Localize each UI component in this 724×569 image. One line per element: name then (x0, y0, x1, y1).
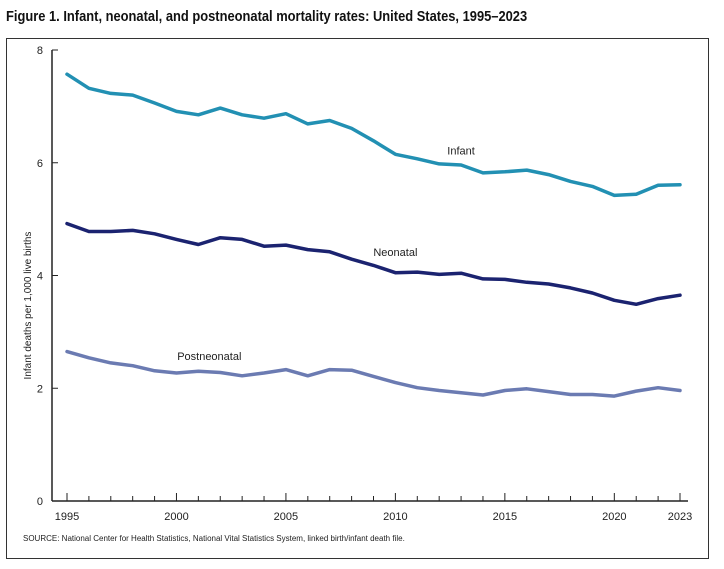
figure-frame (6, 38, 709, 559)
y-tick-label: 4 (37, 271, 43, 283)
x-tick-label: 2005 (274, 511, 298, 523)
y-tick-label: 6 (37, 158, 43, 170)
x-tick-label: 2020 (602, 511, 626, 523)
chart-title: Figure 1. Infant, neonatal, and postneon… (6, 8, 528, 25)
series-label-neonatal: Neonatal (373, 247, 417, 259)
x-tick-label: 2000 (164, 511, 188, 523)
y-tick-label: 2 (37, 383, 43, 395)
series-line-postneonatal (65, 349, 682, 398)
source-note: SOURCE: National Center for Health Stati… (23, 534, 405, 543)
series-label-postneonatal: Postneonatal (177, 351, 241, 363)
x-tick-label: 1995 (55, 511, 79, 523)
y-axis-label: Infant deaths per 1,000 live births (23, 232, 34, 380)
y-tick-label: 0 (37, 496, 43, 508)
x-tick-label: 2015 (493, 511, 517, 523)
y-tick-label: 8 (37, 45, 43, 57)
x-tick-label: 2023 (668, 511, 692, 523)
series-line-neonatal (65, 221, 682, 307)
x-tick-label: 2010 (383, 511, 407, 523)
series-label-infant: Infant (447, 145, 475, 157)
series-line-infant (65, 72, 682, 198)
